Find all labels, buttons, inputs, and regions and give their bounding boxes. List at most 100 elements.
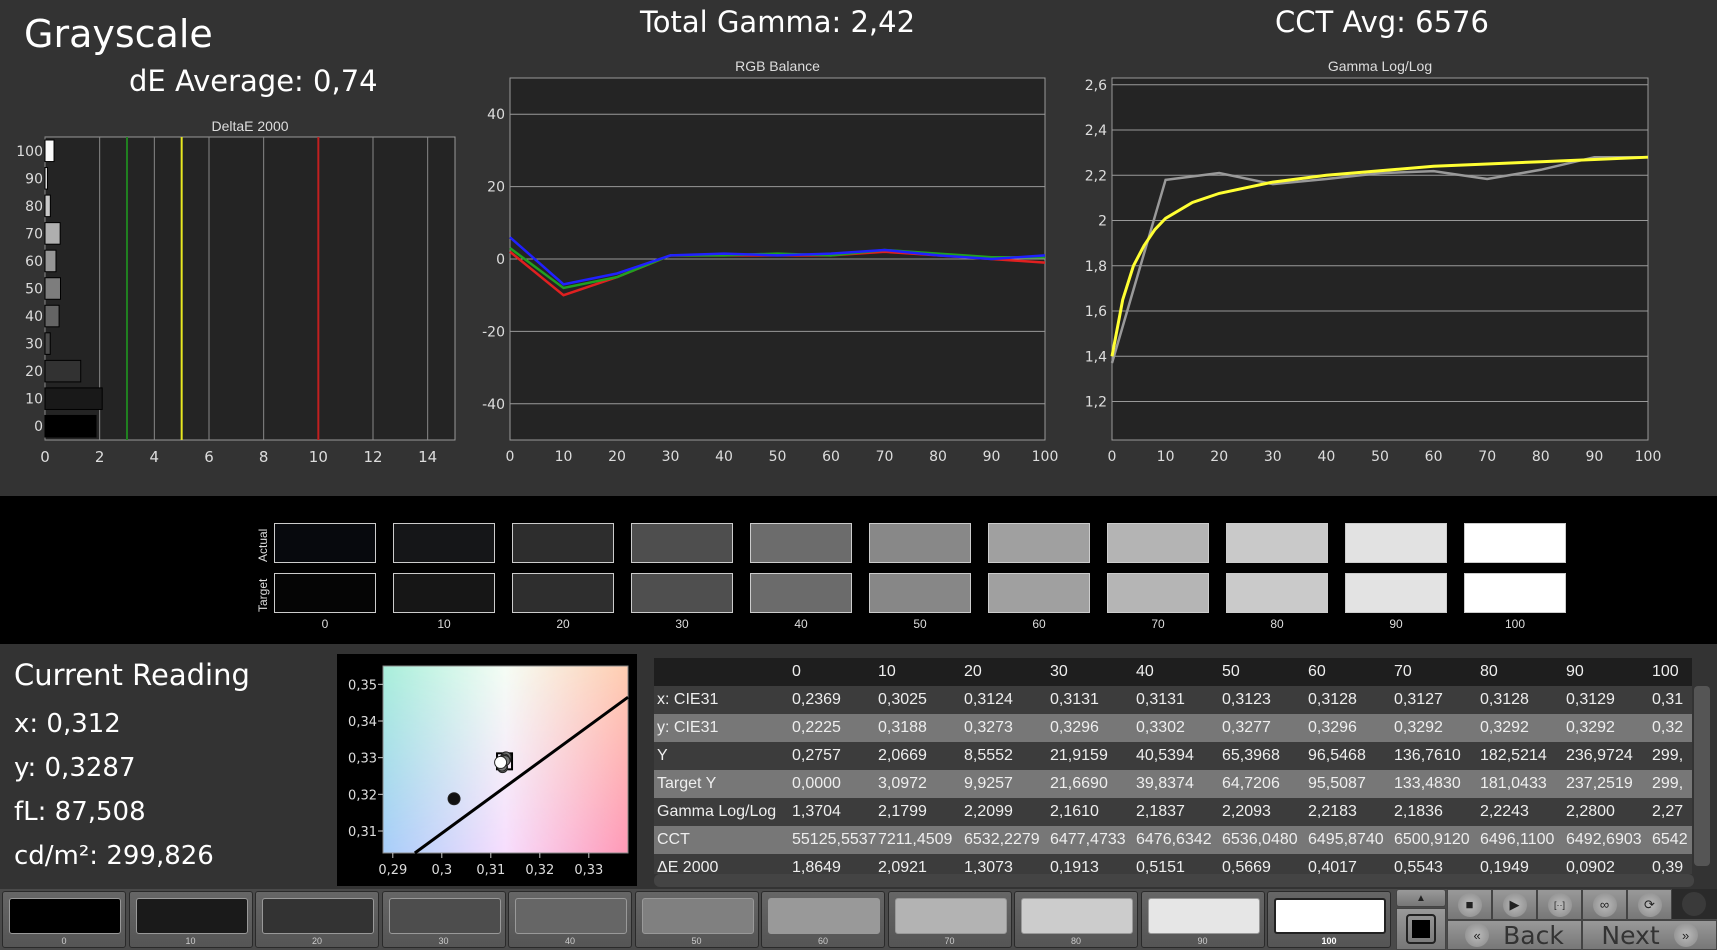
table-cell: 0,3296 xyxy=(1308,719,1357,736)
table-cell: 8,5552 xyxy=(964,747,1013,764)
gamma-y-tick: 1,4 xyxy=(1085,349,1107,365)
target-swatch xyxy=(1226,573,1328,613)
rgb-x-tick: 0 xyxy=(506,449,515,465)
target-swatch xyxy=(1464,573,1566,613)
next-button[interactable]: Next » xyxy=(1582,920,1717,950)
patch-button-50[interactable]: 50 xyxy=(634,891,759,948)
column-header: 60 xyxy=(1308,663,1326,680)
table-row: CCT 55125,5537 7211,4509 6532,2279 6477,4733… xyxy=(654,826,1692,854)
deltae-y-tick: 30 xyxy=(25,337,43,353)
cct-average: CCT Avg: 6576 xyxy=(1275,5,1489,39)
patch-button-80[interactable]: 80 xyxy=(1014,891,1138,948)
patch-swatch xyxy=(262,898,374,934)
table-cell: 0,3129 xyxy=(1566,691,1615,708)
deltae-x-tick: 12 xyxy=(363,448,382,466)
gamma-x-tick: 40 xyxy=(1317,449,1335,465)
table-cell: 0,1949 xyxy=(1480,859,1529,874)
gamma-plot-area xyxy=(1111,77,1649,441)
table-cell: 40,5394 xyxy=(1136,747,1194,764)
cie-plot-border xyxy=(382,665,629,854)
target-swatch xyxy=(869,573,971,613)
table-cell: 299, xyxy=(1652,775,1684,792)
patch-label: 90 xyxy=(1197,936,1208,946)
stop-measure-button[interactable] xyxy=(1396,908,1446,950)
planckian-locus xyxy=(413,695,629,855)
cie-chart: 0,29 0,3 0,31 0,32 0,33 0,35 0,34 0,33 0,32 0,31 xyxy=(348,665,629,878)
rgb-x-tick: 20 xyxy=(608,449,626,465)
table-cell: 0,3188 xyxy=(878,719,927,736)
deltae-x-tick: 14 xyxy=(418,448,437,466)
deltae-y-tick: 40 xyxy=(25,309,43,325)
patch-swatch xyxy=(515,898,627,934)
target-row-label: Target xyxy=(256,578,270,612)
infinity-button[interactable]: ∞ xyxy=(1582,889,1627,920)
actual-swatch xyxy=(512,523,614,563)
gamma-y-tick: 1,8 xyxy=(1085,259,1107,275)
cie-y-tick: 0,33 xyxy=(348,752,377,767)
reading-y: y: 0,3287 xyxy=(14,753,136,783)
deltae-bar xyxy=(44,414,97,438)
target-swatch xyxy=(512,573,614,613)
total-gamma: Total Gamma: 2,42 xyxy=(640,5,916,39)
refresh-button[interactable]: ⟳ xyxy=(1627,889,1672,920)
table-row: Y 0,2757 2,0669 8,5552 21,9159 40,5394 65,3968… xyxy=(654,742,1692,770)
stop-icon: ■ xyxy=(1457,892,1482,917)
rgb-y-tick: 20 xyxy=(487,180,505,196)
actual-swatch xyxy=(869,523,971,563)
rgb-x-tick: 60 xyxy=(822,449,840,465)
rgb-y-tick: -20 xyxy=(482,324,505,340)
row-label: y: CIE31 xyxy=(657,719,719,736)
back-button[interactable]: « Back xyxy=(1447,920,1582,950)
table-cell: 181,0433 xyxy=(1480,775,1547,792)
table-cell: 0,3292 xyxy=(1480,719,1529,736)
deltae-chart-title: DeltaE 2000 xyxy=(211,118,289,134)
bracket-button[interactable]: [··] xyxy=(1537,889,1582,920)
patch-label: 70 xyxy=(944,936,955,946)
table-row: ΔE 2000 1,8649 2,0921 1,3073 0,1913 0,5151 0,5… xyxy=(654,854,1692,874)
gamma-chart-title: Gamma Log/Log xyxy=(1327,58,1433,74)
actual-swatch xyxy=(988,523,1090,563)
table-cell: 6542 xyxy=(1652,831,1688,848)
cie-x-tick: 0,3 xyxy=(431,863,452,878)
swatch-label: 50 xyxy=(913,617,927,631)
patch-button-0[interactable]: 0 xyxy=(2,891,126,948)
table-cell: 2,1836 xyxy=(1394,803,1443,820)
patch-toolbar: 0 10 20 30 40 50 60 70 80 90 100 ▲ ■ ▶ [··] ∞ ⟳ «Back … xyxy=(0,889,1717,950)
patch-swatch xyxy=(1147,898,1260,934)
actual-swatch xyxy=(631,523,733,563)
column-header: 100 xyxy=(1652,663,1679,680)
patch-button-90[interactable]: 90 xyxy=(1140,891,1265,948)
page-title: Grayscale xyxy=(24,12,213,56)
actual-swatch xyxy=(393,523,495,563)
table-cell: 299, xyxy=(1652,747,1684,764)
row-label: Y xyxy=(657,747,668,764)
table-row: x: CIE31 0,2369 0,3025 0,3124 0,3131 0,3131 0,… xyxy=(654,686,1692,714)
play-button[interactable]: ▶ xyxy=(1492,889,1537,920)
table-cell: 236,9724 xyxy=(1566,747,1633,764)
patch-button-70[interactable]: 70 xyxy=(887,891,1012,948)
row-label: ΔE 2000 xyxy=(657,859,719,874)
deltae-x-tick: 8 xyxy=(259,448,269,466)
swatch-label: 20 xyxy=(556,617,570,631)
vertical-scrollbar[interactable] xyxy=(1694,686,1710,866)
gamma-y-tick: 1,2 xyxy=(1085,395,1107,411)
patch-button-40[interactable]: 40 xyxy=(508,891,632,948)
table-cell: 2,0669 xyxy=(878,747,927,764)
gamma-x-tick: 100 xyxy=(1635,449,1662,465)
table-cell: 2,2093 xyxy=(1222,803,1271,820)
table-row: y: CIE31 0,2225 0,3188 0,3273 0,3296 0,3302 0,… xyxy=(654,714,1692,742)
actual-swatch xyxy=(750,523,852,563)
patch-button-60[interactable]: 60 xyxy=(761,891,885,948)
horizontal-scrollbar[interactable] xyxy=(654,874,1694,887)
deltae-x-tick: 6 xyxy=(204,448,214,466)
up-button[interactable]: ▲ xyxy=(1396,889,1446,907)
stop-button[interactable]: ■ xyxy=(1447,889,1492,920)
patch-button-100[interactable]: 100 xyxy=(1267,891,1391,948)
patch-button-30[interactable]: 30 xyxy=(381,891,506,948)
patch-button-10[interactable]: 10 xyxy=(128,891,253,948)
cie-y-tick: 0,31 xyxy=(348,825,377,840)
patch-button-20[interactable]: 20 xyxy=(255,891,379,948)
gamma-y-tick: 2 xyxy=(1098,214,1107,230)
swatch-label: 70 xyxy=(1151,617,1165,631)
table-cell: 6476,6342 xyxy=(1136,831,1212,848)
